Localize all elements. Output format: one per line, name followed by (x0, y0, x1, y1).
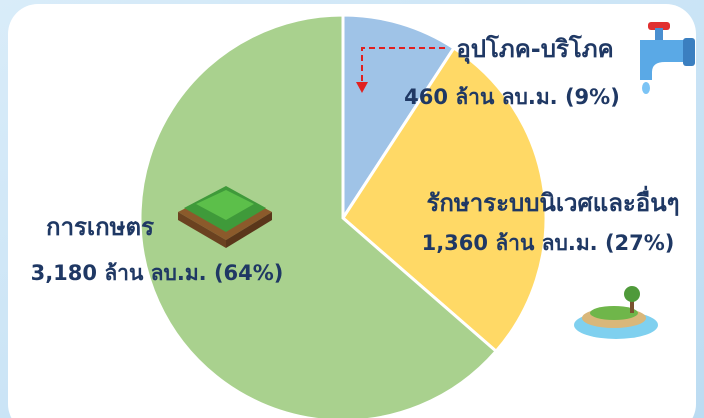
slice-name: การเกษตร (46, 213, 154, 241)
island-icon (574, 286, 658, 339)
faucet-icon (640, 22, 695, 94)
slice-name: อุปโภค-บริโภค (456, 34, 613, 65)
pointer-arrow (356, 82, 368, 93)
slice-value-label: 3,180 ล้าน ลบ.ม. (64%) (31, 261, 284, 285)
slice-name: รักษาระบบนิเวศและอื่นๆ (426, 185, 679, 217)
pie-slice (138, 13, 499, 418)
pie-slice (341, 13, 456, 224)
labels: อุปโภค-บริโภค 460 ล้าน ลบ.ม. (9%) รักษาระบ… (31, 34, 680, 285)
slice-value-label: 1,360 ล้าน ลบ.ม. (27%) (422, 231, 675, 255)
pie (138, 13, 548, 418)
pie-slice (341, 45, 548, 354)
pointer-line (361, 47, 445, 84)
farm-icon (178, 186, 272, 248)
slice-value-label: 460 ล้าน ลบ.ม. (9%) (404, 85, 620, 109)
